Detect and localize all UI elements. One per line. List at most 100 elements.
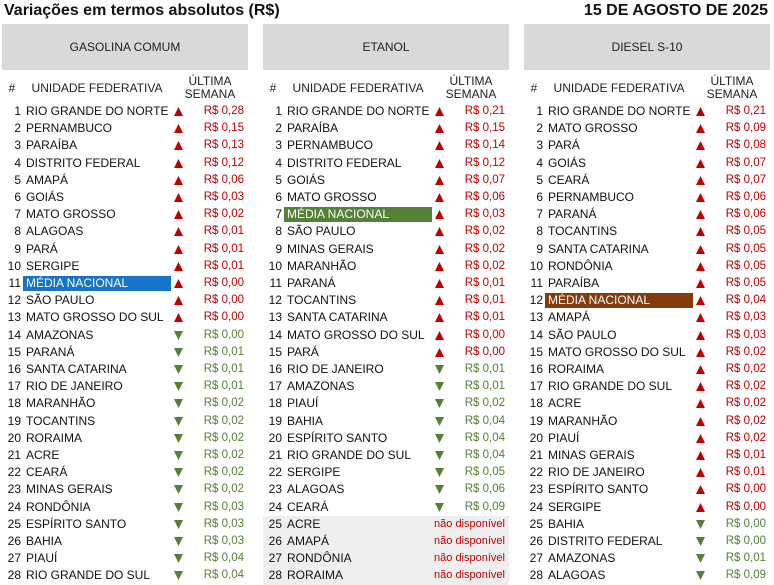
change-value: R$ 0,01 — [725, 466, 766, 479]
row: 26 BAHIA R$ 0,03 — [2, 533, 248, 550]
change-value: R$ 0,04 — [203, 569, 244, 582]
state: GOIÁS — [26, 190, 65, 204]
rank: 28 — [268, 568, 282, 583]
change-value: R$ 0,01 — [725, 552, 766, 565]
change-value: R$ 0,09 — [725, 569, 766, 582]
change-value: R$ 0,04 — [464, 449, 505, 461]
change-cell: R$ 0,06 — [433, 189, 509, 206]
change-cell: R$ 0,02 — [172, 430, 248, 447]
state: MATO GROSSO DO SUL — [287, 327, 425, 342]
change-value: R$ 0,03 — [203, 517, 244, 530]
change-cell: R$ 0,15 — [433, 120, 509, 137]
rank: 15 — [268, 344, 282, 359]
arrow-shape — [696, 175, 705, 185]
arrow-shape — [435, 107, 444, 116]
rank: 3 — [14, 138, 21, 153]
rank: 19 — [268, 413, 282, 428]
arrow-shape — [174, 313, 183, 323]
arrow-up — [696, 141, 705, 151]
arrow-up — [696, 451, 705, 460]
change-cell: R$ 0,04 — [172, 550, 248, 567]
arrow-down — [696, 519, 705, 529]
change-value: R$ 0,02 — [725, 363, 766, 375]
page-title: Variações em termos absolutos (R$) — [4, 2, 280, 19]
arrow-shape — [435, 433, 444, 443]
change-cell: R$ 0,14 — [433, 137, 509, 154]
arrow-up — [696, 175, 705, 185]
rank: 10 — [529, 258, 543, 273]
rank: 9 — [14, 241, 21, 256]
arrow-down — [435, 451, 444, 460]
arrow-up — [435, 124, 444, 134]
arrow-down — [174, 468, 183, 478]
change-cell: R$ 0,01 — [433, 275, 509, 292]
arrow-up — [696, 433, 705, 443]
arrow-shape — [174, 502, 183, 512]
rank: 14 — [7, 327, 21, 342]
arrow-up — [696, 468, 705, 478]
arrow-up — [174, 193, 183, 202]
change-cell: R$ 0,04 — [433, 413, 509, 430]
change-cell: R$ 0,03 — [172, 533, 248, 550]
state: PARÁ — [287, 344, 319, 359]
arrow-down — [435, 468, 444, 478]
change-value: R$ 0,04 — [464, 414, 505, 427]
state: ALAGOAS — [26, 224, 84, 239]
state: MARANHÃO — [26, 396, 96, 411]
rank: 13 — [529, 310, 543, 325]
change-value: R$ 0,05 — [725, 259, 766, 272]
arrow-up — [174, 279, 183, 288]
state: PARÁ — [548, 138, 580, 153]
change-cell: R$ 0,28 — [172, 103, 248, 120]
row: 23 ALAGOAS R$ 0,06 — [263, 481, 509, 498]
rank: 15 — [529, 344, 543, 359]
rank: 4 — [14, 155, 21, 170]
rank: 27 — [529, 551, 543, 566]
arrow-down — [435, 382, 444, 392]
arrow-shape — [435, 502, 444, 512]
arrow-up — [174, 124, 183, 134]
row: 7 PARANÁ R$ 0,06 — [524, 206, 770, 223]
change-value: R$ 0,01 — [464, 294, 505, 307]
rank: 17 — [268, 379, 282, 394]
change-value: R$ 0,21 — [725, 105, 766, 117]
state: CEARÁ — [548, 172, 590, 187]
change-value: R$ 0,00 — [203, 277, 244, 289]
change-value: R$ 0,00 — [464, 345, 505, 358]
rank: 26 — [7, 534, 21, 548]
row: 25 BAHIA R$ 0,00 — [524, 516, 770, 533]
arrow-up — [435, 227, 444, 237]
change-value: R$ 0,12 — [203, 156, 244, 169]
change-value: R$ 0,02 — [725, 345, 766, 358]
change-value: R$ 0,02 — [203, 466, 244, 479]
change-cell: R$ 0,03 — [172, 516, 248, 533]
not-available: não disponível — [434, 552, 505, 565]
arrow-shape — [174, 399, 183, 409]
state: MINAS GERAIS — [287, 241, 374, 256]
arrow-shape — [174, 347, 183, 357]
state: RORAIMA — [287, 568, 344, 583]
rank: 3 — [275, 138, 282, 153]
arrow-shape — [174, 261, 183, 271]
change-value: R$ 0,00 — [725, 483, 766, 496]
change-cell: R$ 0,04 — [433, 447, 509, 464]
state: AMAPÁ — [26, 172, 69, 187]
state: SERGIPE — [548, 499, 602, 514]
state: PERNAMBUCO — [287, 138, 374, 153]
arrow-up — [696, 158, 705, 168]
change-value: R$ 0,01 — [464, 363, 505, 375]
change-cell: R$ 0,03 — [433, 206, 509, 223]
panel-title: ETANOL — [263, 24, 509, 70]
rank: 12 — [268, 293, 282, 308]
arrow-shape — [174, 244, 183, 254]
arrow-shape — [435, 124, 444, 134]
arrow-shape — [696, 141, 705, 151]
arrow-down — [174, 537, 183, 546]
rank: 27 — [268, 551, 282, 566]
change-value: R$ 0,00 — [203, 294, 244, 307]
not-available: não disponível — [434, 517, 505, 530]
row: 13 AMAPÁ R$ 0,03 — [524, 309, 770, 326]
rank: 2 — [14, 121, 21, 136]
arrow-down — [174, 433, 183, 443]
arrow-up — [696, 382, 705, 392]
